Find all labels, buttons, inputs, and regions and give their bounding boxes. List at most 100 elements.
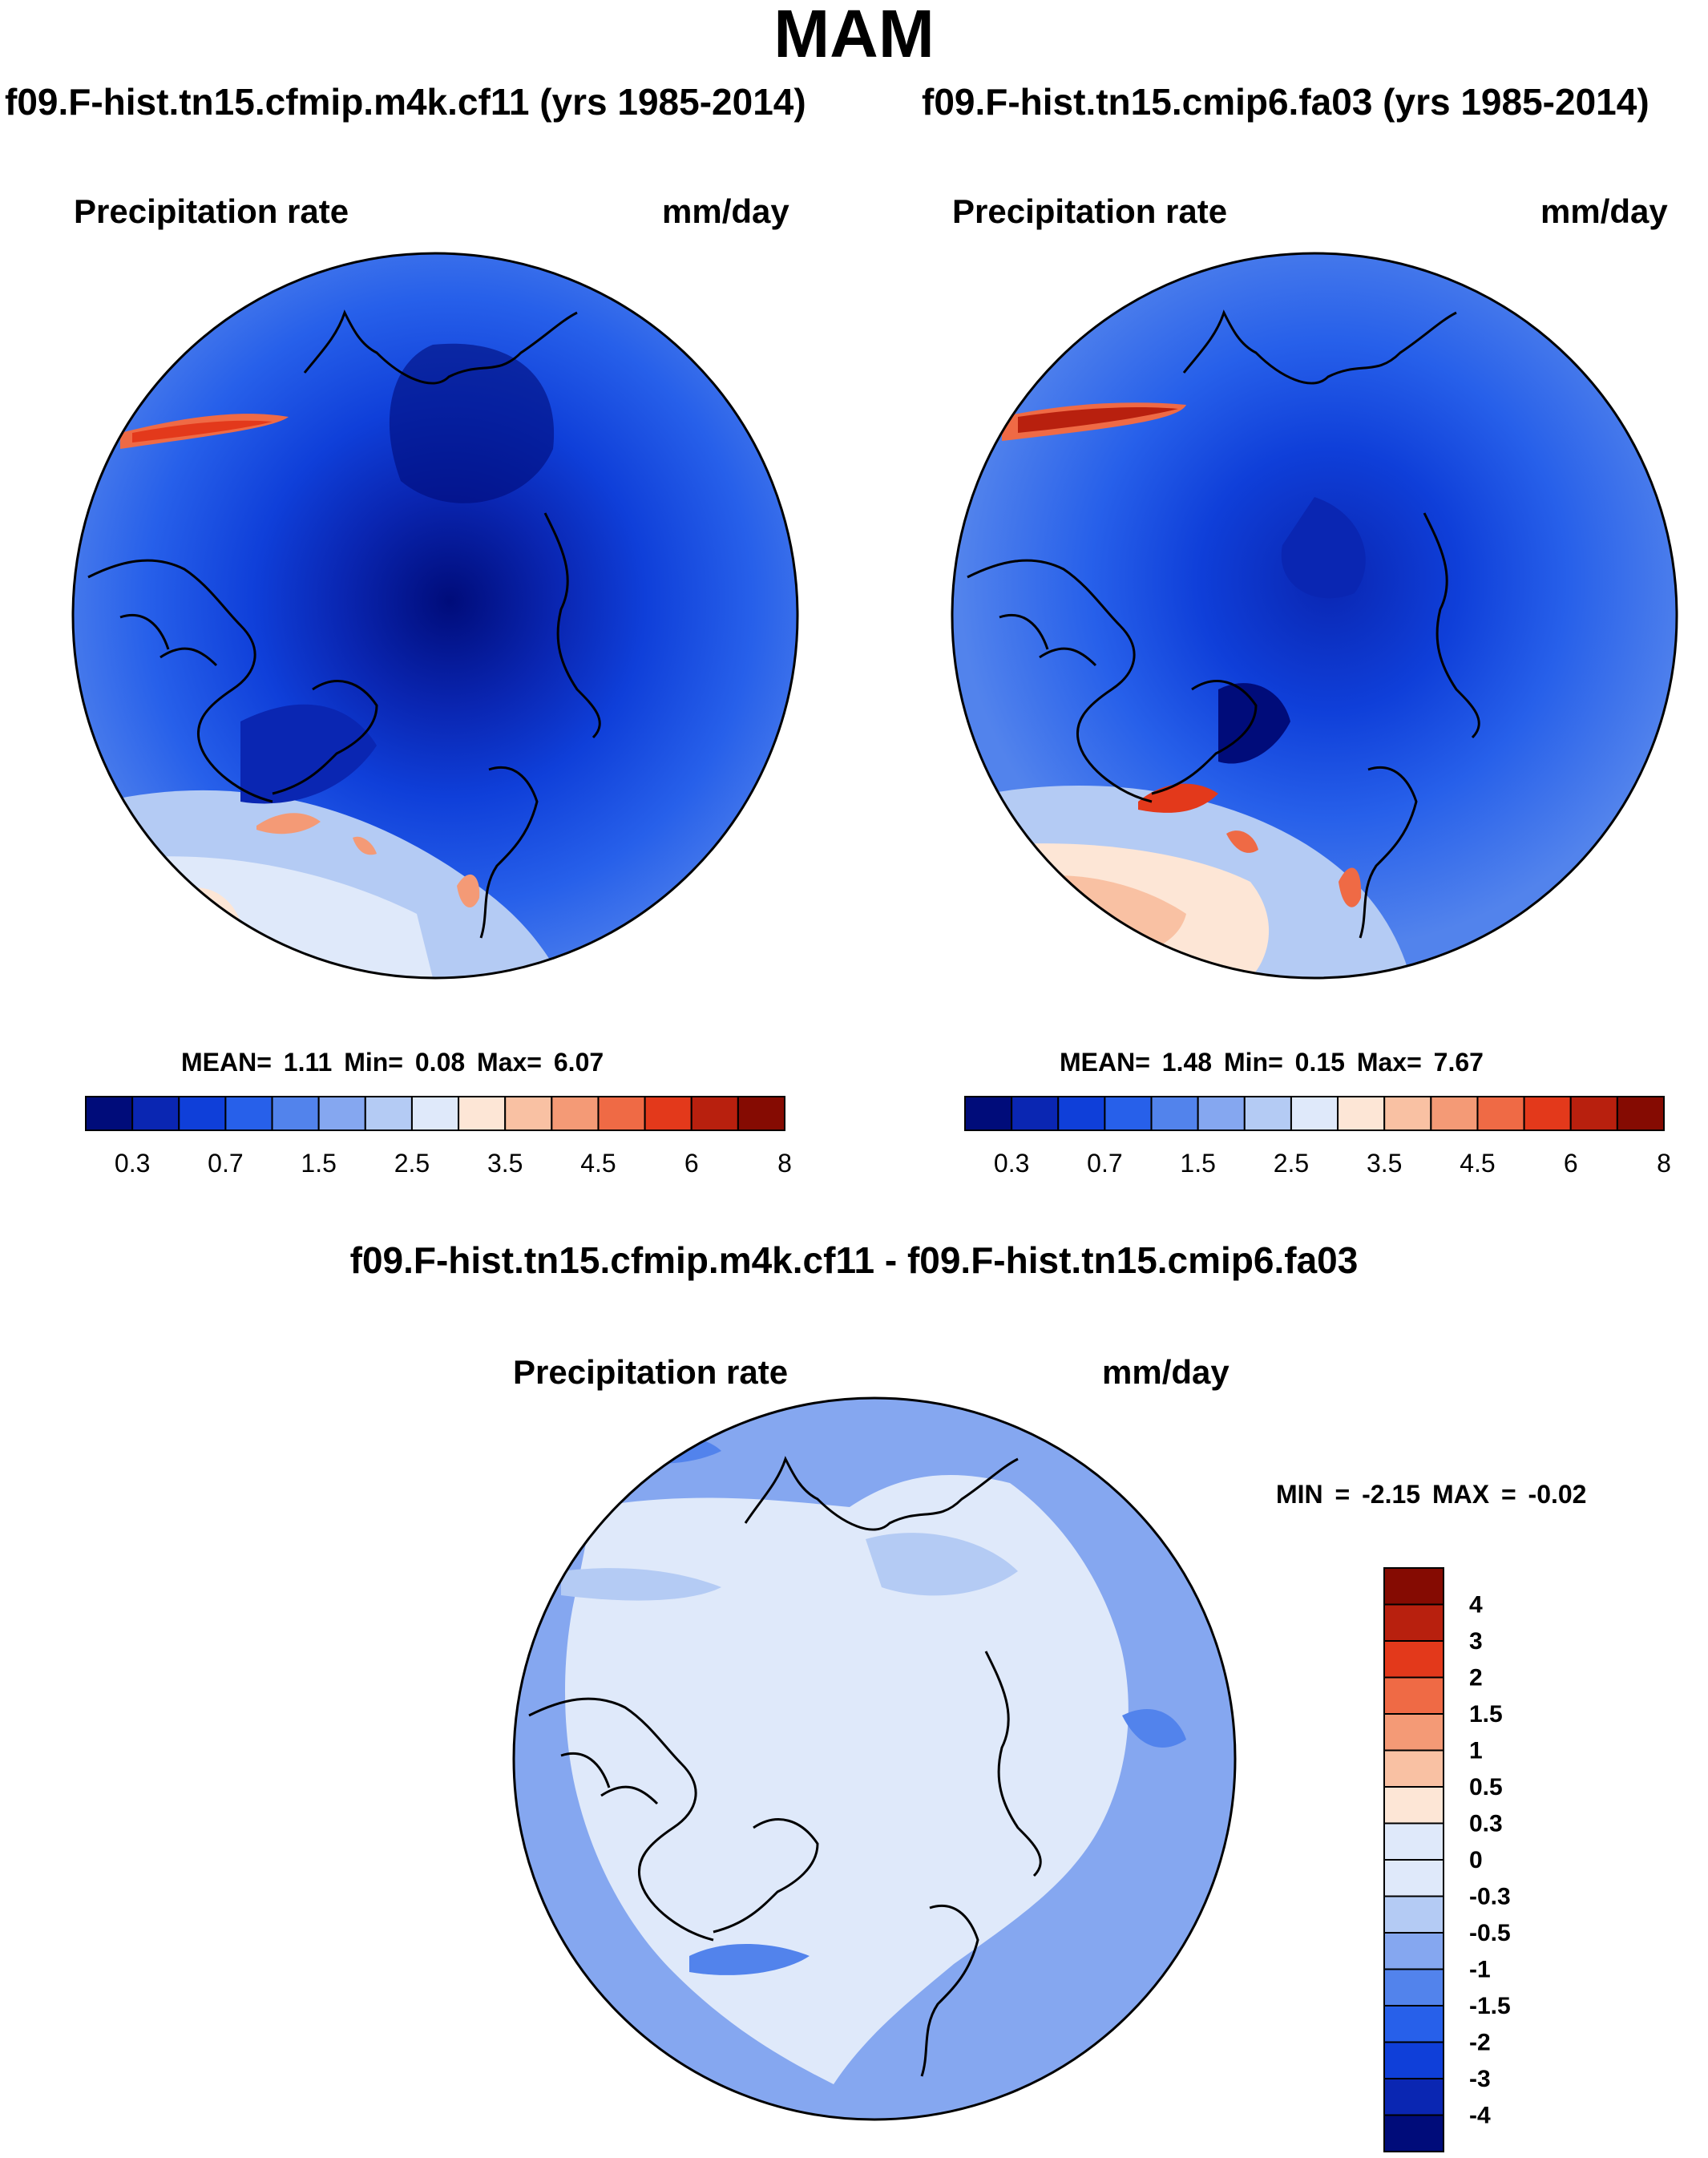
panel2-colorbar-label: 6	[1564, 1149, 1578, 1178]
panel1-colorbar-label: 1.5	[301, 1149, 336, 1178]
panel2-field-name: Precipitation rate	[952, 192, 1228, 230]
panel2-title: f09.F-hist.tn15.cmip6.fa03 (yrs 1985-201…	[922, 81, 1649, 123]
difference-colorbar-box	[1383, 1895, 1444, 1934]
panel2-map	[951, 252, 1678, 980]
difference-colorbar-label: 1.5	[1469, 1701, 1503, 1728]
panel2-colorbar-box	[1290, 1096, 1339, 1131]
panel1-colorbar-box	[597, 1096, 646, 1131]
difference-stats: MIN = -2.15 MAX = -0.02	[1276, 1480, 1587, 1509]
panel1-colorbar-label: 0.3	[115, 1149, 150, 1178]
difference-colorbar-box	[1383, 2078, 1444, 2116]
panel2-colorbar-box	[1011, 1096, 1060, 1131]
panel2-colorbar-box	[1337, 1096, 1386, 1131]
panel2-colorbar-box	[1430, 1096, 1479, 1131]
panel2-coastlines	[967, 309, 1480, 939]
panel1-colorbar-box	[317, 1096, 366, 1131]
panel2-colorbar-box	[1616, 1096, 1666, 1131]
main-title: MAM	[773, 0, 935, 71]
panel1-map-border	[71, 252, 799, 980]
panel2-colorbar-label: 1.5	[1180, 1149, 1215, 1178]
difference-colorbar-box	[1383, 2114, 1444, 2152]
difference-colorbar-box	[1383, 1713, 1444, 1752]
panel2-colorbar-label: 0.7	[1087, 1149, 1122, 1178]
difference-colorbar-label: -0.5	[1469, 1920, 1511, 1946]
panel1-colorbar-label: 3.5	[487, 1149, 523, 1178]
panel1-colorbar-box	[131, 1096, 180, 1131]
difference-colorbar-box	[1383, 1968, 1444, 2006]
panel1-colorbar-box	[551, 1096, 600, 1131]
panel1-colorbar-label: 8	[777, 1149, 792, 1178]
panel1-colorbar-label: 2.5	[394, 1149, 430, 1178]
panel1-map	[71, 252, 799, 980]
panel1-colorbar-box	[85, 1096, 134, 1131]
difference-units: mm/day	[1102, 1353, 1230, 1391]
panel1-colorbar-label: 4.5	[580, 1149, 616, 1178]
difference-colorbar-box	[1383, 1603, 1444, 1642]
panel1-colorbar-box	[178, 1096, 227, 1131]
difference-map	[512, 1396, 1237, 2121]
difference-colorbar-label: 1	[1469, 1738, 1483, 1764]
difference-coastlines	[528, 1456, 1042, 2077]
panel1-stats: MEAN= 1.11 Min= 0.08 Max= 6.07	[181, 1048, 604, 1077]
difference-colorbar-box	[1383, 2005, 1444, 2043]
panel1-colorbar-box	[737, 1096, 785, 1131]
panel1-colorbar-box	[504, 1096, 553, 1131]
panel1-colorbar-box	[690, 1096, 739, 1131]
panel2-colorbar-label: 4.5	[1460, 1149, 1495, 1178]
panel2-colorbar-label: 8	[1657, 1149, 1671, 1178]
difference-colorbar-label: -2	[1469, 2030, 1491, 2056]
panel2-colorbar-box	[1569, 1096, 1618, 1131]
difference-colorbar-label: 0.3	[1469, 1811, 1503, 1837]
panel2-colorbar-box	[1383, 1096, 1432, 1131]
difference-colorbar-label: 0.5	[1469, 1774, 1503, 1800]
panel2-colorbar-box	[1150, 1096, 1199, 1131]
panel2-colorbar-box	[1476, 1096, 1525, 1131]
panel1-field-name: Precipitation rate	[74, 192, 349, 230]
panel1-colorbar-box	[364, 1096, 413, 1131]
difference-title: f09.F-hist.tn15.cfmip.m4k.cf11 - f09.F-h…	[349, 1239, 1359, 1281]
difference-colorbar-box	[1383, 1822, 1444, 1861]
panel2-colorbar-box	[1243, 1096, 1292, 1131]
difference-colorbar-label: 4	[1469, 1592, 1483, 1618]
panel2-colorbar-box	[1057, 1096, 1106, 1131]
difference-colorbar-label: 0	[1469, 1847, 1483, 1873]
panel1-colorbar-box	[458, 1096, 507, 1131]
difference-colorbar-label: -1.5	[1469, 1993, 1511, 2019]
panel1-units: mm/day	[662, 192, 789, 230]
difference-colorbar-box	[1383, 1859, 1444, 1897]
panel2-stats: MEAN= 1.48 Min= 0.15 Max= 7.67	[1060, 1048, 1484, 1077]
difference-colorbar-box	[1383, 1749, 1444, 1788]
panel1-colorbar-box	[644, 1096, 692, 1131]
difference-colorbar-label: 2	[1469, 1665, 1483, 1691]
difference-colorbar-label: 3	[1469, 1628, 1483, 1655]
panel2-colorbar-box	[1523, 1096, 1572, 1131]
difference-colorbar-box	[1383, 1786, 1444, 1825]
difference-colorbar: 4 3 2 1.5 1 0.5 0.3 0 -0.3 -0.5 -1 -1.5 -2 -3 -4	[1383, 1567, 1511, 2152]
panel1-colorbar-box	[224, 1096, 273, 1131]
panel1-colorbar-label: 6	[684, 1149, 699, 1178]
panel1-colorbar-label: 0.7	[208, 1149, 243, 1178]
panel1-title: f09.F-hist.tn15.cfmip.m4k.cf11 (yrs 1985…	[5, 81, 806, 123]
panel2-units: mm/day	[1540, 192, 1668, 230]
difference-colorbar-label: -4	[1469, 2103, 1491, 2129]
difference-colorbar-box	[1383, 2041, 1444, 2079]
panel1-colorbar-box	[410, 1096, 460, 1131]
panel2-colorbar-box	[1197, 1096, 1246, 1131]
panel1-coastlines	[87, 309, 601, 939]
panel1-colorbar: 0.3 0.7 1.5 2.5 3.5 4.5 6 8	[85, 1096, 792, 1178]
panel2-colorbar-box	[964, 1096, 1013, 1131]
difference-field-name: Precipitation rate	[513, 1353, 789, 1391]
panel2-colorbar-box	[1104, 1096, 1153, 1131]
panel1-colorbar-box	[271, 1096, 320, 1131]
difference-colorbar-label: -1	[1469, 1957, 1491, 1983]
panel2-colorbar-label: 3.5	[1367, 1149, 1402, 1178]
panel2-colorbar-label: 2.5	[1274, 1149, 1309, 1178]
difference-colorbar-box	[1383, 1567, 1444, 1606]
difference-colorbar-box	[1383, 1932, 1444, 1970]
difference-colorbar-label: -3	[1469, 2066, 1491, 2092]
panel2-map-border	[951, 252, 1678, 980]
panel2-colorbar-label: 0.3	[994, 1149, 1029, 1178]
panel2-colorbar: 0.3 0.7 1.5 2.5 3.5 4.5 6 8	[964, 1096, 1671, 1178]
difference-colorbar-label: -0.3	[1469, 1884, 1511, 1910]
